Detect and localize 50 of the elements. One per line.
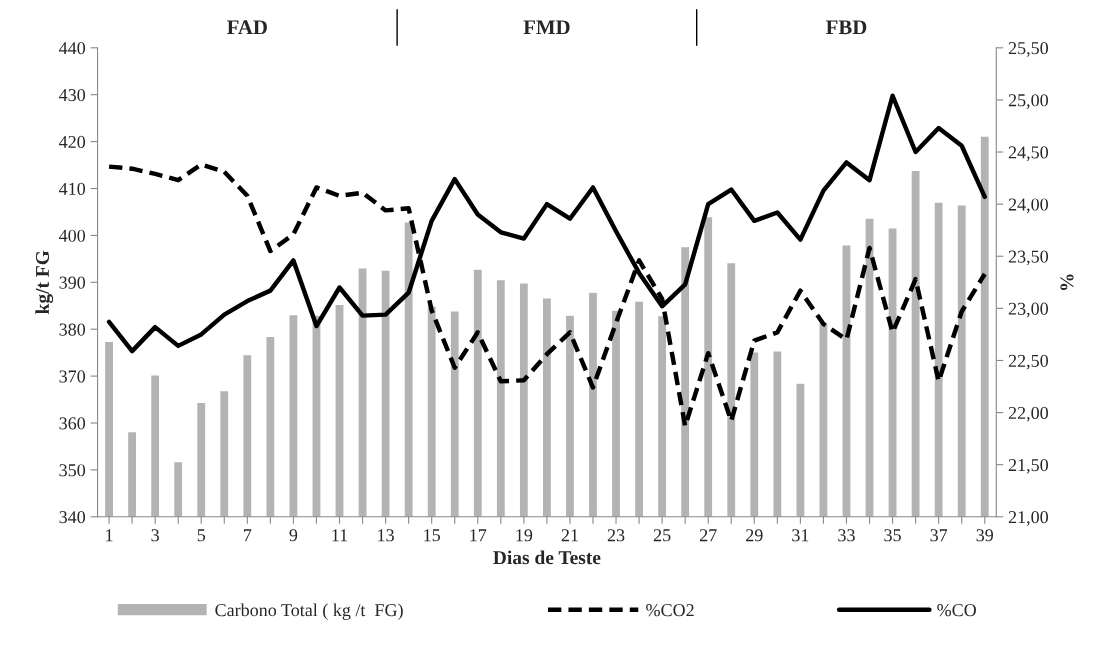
x-tick-label: 5	[197, 529, 206, 542]
x-tick-label: 35	[884, 529, 901, 542]
y-tick-label: 440	[59, 42, 86, 55]
y-tick-label: 410	[59, 182, 86, 195]
y2-tick-label: 25,50	[1008, 42, 1049, 57]
y2-tick-label: 21,50	[1008, 458, 1049, 474]
x-tick-label: 25	[653, 529, 671, 542]
x-tick-label: 39	[976, 529, 994, 542]
x-tick-label: 19	[516, 529, 533, 542]
x-tick-label: 15	[424, 529, 441, 542]
x-tick-label: 23	[607, 529, 625, 542]
text: FMD	[523, 20, 570, 35]
y2-tick-label: 24,50	[1008, 146, 1049, 162]
legend-label: %CO2	[646, 604, 694, 617]
x-axis-title: Dias de Teste	[493, 550, 601, 565]
y-tick-label: 340	[59, 511, 86, 524]
x-tick-label: 7	[244, 529, 252, 542]
text: FAD	[227, 20, 267, 35]
x-tick-label: 13	[378, 529, 394, 542]
y2-tick-label: 25,00	[1008, 94, 1049, 109]
y-tick-label: 380	[59, 323, 86, 336]
y2-tick-label: 21,00	[1008, 511, 1049, 526]
y-tick-label: 420	[59, 135, 86, 149]
y-tick-label: 390	[59, 276, 86, 289]
legend-label: Carbono Total ( kg /t FG)	[215, 603, 403, 620]
y2-tick-label: 22,50	[1008, 354, 1049, 370]
x-tick-label: 9	[289, 529, 298, 542]
x-tick-label: 27	[699, 529, 717, 542]
x-tick-label: 29	[746, 529, 763, 542]
y2-axis-title: %	[1060, 274, 1074, 291]
x-tick-label: 17	[470, 529, 487, 542]
x-tick-label: 21	[561, 529, 578, 542]
y-axis-title: kg/t FG	[35, 250, 54, 314]
y2-tick-label: 22,00	[1008, 406, 1049, 422]
x-tick-label: 33	[838, 529, 855, 542]
text: FBD	[826, 20, 867, 35]
y-tick-label: 350	[59, 464, 86, 477]
x-tick-label: 31	[792, 529, 809, 542]
y-tick-label: 400	[59, 229, 86, 242]
x-tick-label: 3	[151, 529, 159, 542]
y-tick-label: 430	[59, 88, 86, 102]
x-tick-label: 1	[106, 529, 113, 542]
y2-tick-label: 24,00	[1008, 198, 1049, 214]
legend-label: %CO	[937, 604, 976, 617]
y2-tick-label: 23,50	[1008, 250, 1049, 266]
y2-tick-label: 23,00	[1008, 302, 1049, 318]
x-tick-label: 11	[332, 529, 348, 542]
x-tick-label: 37	[930, 529, 948, 542]
y-tick-label: 370	[59, 370, 86, 383]
y-tick-label: 360	[59, 417, 86, 430]
